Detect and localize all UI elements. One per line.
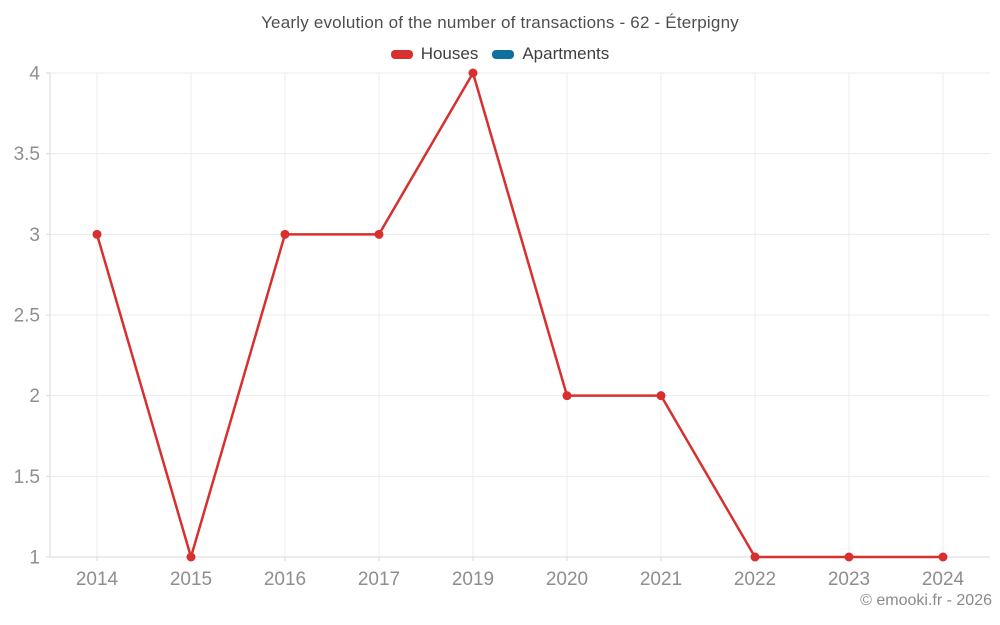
houses-data-point[interactable]: [844, 552, 854, 562]
legend-item-houses[interactable]: Houses: [390, 44, 479, 64]
x-tick-label: 2015: [170, 569, 212, 590]
houses-data-point[interactable]: [750, 552, 760, 562]
houses-data-point[interactable]: [938, 552, 948, 562]
x-tick-label: 2017: [358, 569, 400, 590]
houses-line: [95, 71, 943, 559]
x-tick-label: 2014: [76, 569, 119, 590]
y-tick-label: 2: [29, 386, 40, 407]
x-tick-label: 2022: [734, 569, 776, 590]
houses-data-point[interactable]: [468, 68, 478, 78]
x-tick-label: 2021: [640, 569, 682, 590]
y-tick-label: 3.5: [14, 144, 40, 165]
chart-legend: Houses Apartments: [0, 44, 1000, 64]
x-tick-label: 2023: [828, 569, 870, 590]
chart-title: Yearly evolution of the number of transa…: [261, 13, 739, 32]
y-tick-label: 2.5: [14, 306, 40, 327]
apartments-legend-swatch-icon: [492, 49, 515, 59]
y-tick-label: 4: [29, 64, 40, 85]
houses-legend-label: Houses: [420, 44, 479, 63]
houses-data-point[interactable]: [562, 391, 572, 401]
y-tick-label: 3: [29, 225, 40, 246]
x-tick-label: 2020: [546, 569, 588, 590]
copyright-notice: © emooki.fr - 2026: [860, 592, 992, 609]
houses-legend-swatch-icon: [390, 49, 413, 59]
houses-data-point[interactable]: [92, 229, 102, 239]
x-tick-label: 2019: [452, 569, 494, 590]
y-tick-label: 1: [29, 548, 40, 569]
legend-item-apartments[interactable]: Apartments: [492, 44, 609, 64]
x-tick-label: 2016: [264, 569, 306, 590]
houses-data-point[interactable]: [656, 391, 666, 401]
apartments-legend-label: Apartments: [522, 44, 610, 63]
houses-data-point[interactable]: [374, 229, 384, 239]
x-tick-label: 2024: [922, 569, 965, 590]
houses-data-point[interactable]: [280, 229, 290, 239]
y-tick-label: 1.5: [14, 467, 40, 488]
houses-data-point[interactable]: [186, 552, 196, 562]
